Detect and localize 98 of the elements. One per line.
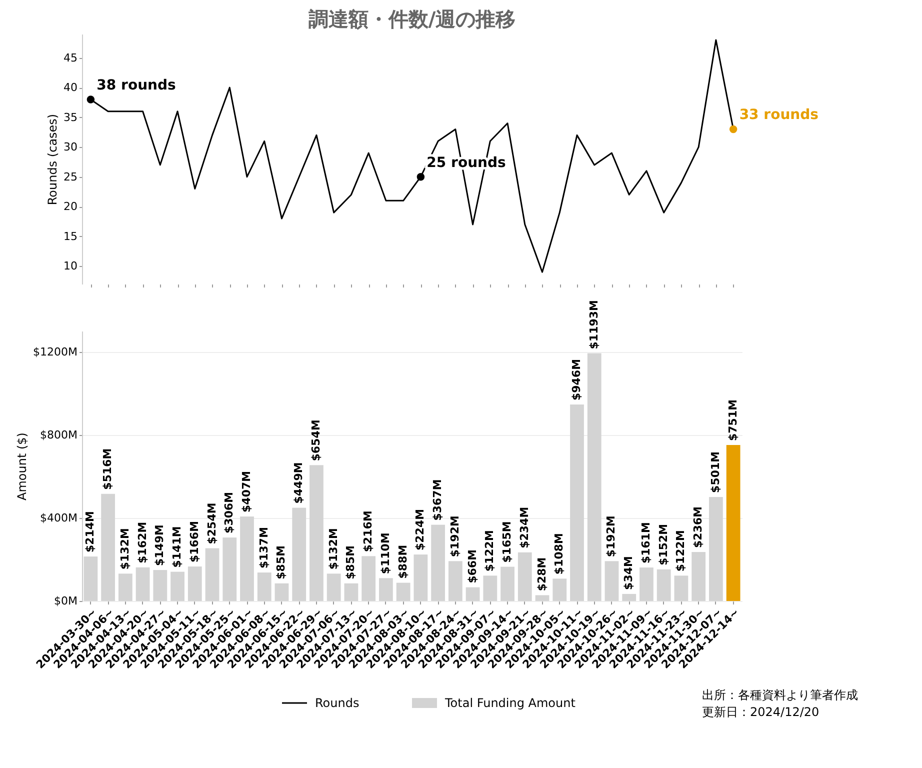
bar: [344, 583, 358, 601]
bar: [101, 494, 115, 601]
bar: [396, 582, 410, 601]
bar: [379, 578, 393, 601]
bar: [518, 552, 532, 601]
bar: [570, 404, 584, 601]
data-label: $224M: [414, 508, 427, 550]
bar: [136, 567, 150, 601]
bar: [656, 569, 671, 601]
bar: [500, 566, 514, 601]
data-label: $192M: [604, 516, 618, 558]
y-tick-label: 30: [64, 140, 78, 154]
bar: [153, 570, 168, 601]
bar: [483, 576, 498, 601]
data-label: $166M: [188, 520, 201, 563]
data-label: $946M: [570, 358, 583, 401]
bar: [535, 595, 550, 601]
bar: [726, 445, 740, 601]
data-label: $34M: [622, 556, 636, 590]
data-label: $501M: [708, 451, 722, 493]
data-label: $85M: [344, 545, 358, 580]
bar: [604, 561, 619, 601]
data-label: $214M: [84, 510, 97, 553]
bar: [170, 572, 184, 601]
bar: [188, 566, 202, 601]
bar: [587, 353, 602, 601]
data-label: $152M: [656, 524, 670, 566]
bar: [326, 574, 341, 601]
y-tick-label: 20: [64, 200, 78, 214]
bar: [414, 554, 428, 601]
y-axis-title: Rounds (cases): [46, 114, 60, 206]
chart-title: 調達額・件数/週の推移: [308, 7, 516, 31]
bar: [466, 587, 480, 601]
y-tick-label: $1200M: [33, 345, 78, 358]
data-label: $161M: [639, 522, 652, 564]
bar: [692, 552, 706, 601]
annotation: 38 rounds: [96, 77, 176, 94]
point: [416, 172, 425, 181]
bar: [674, 576, 688, 601]
y-tick-label: 15: [64, 230, 78, 243]
data-label: $1193M: [587, 300, 600, 350]
data-label: $449M: [292, 462, 306, 504]
data-label: $367M: [431, 479, 444, 521]
bar: [640, 568, 654, 601]
data-label: $234M: [518, 506, 531, 548]
y-tick-label: 25: [64, 170, 78, 184]
y-tick-label: $0M: [54, 594, 78, 608]
bar: [431, 524, 445, 601]
bar: [222, 537, 237, 601]
data-label: $141M: [170, 526, 184, 568]
legend-label: Rounds: [315, 696, 360, 710]
data-label: $85M: [274, 545, 288, 580]
bar: [622, 594, 636, 601]
text: 出所：各種資料より筆者作成: [702, 688, 858, 702]
data-label: $165M: [500, 521, 514, 563]
data-label: $108M: [552, 533, 566, 575]
legend-label: Total Funding Amount: [444, 696, 576, 710]
point: [86, 96, 95, 104]
data-label: $110M: [378, 532, 392, 574]
data-label: $162M: [136, 522, 149, 564]
data-label: $132M: [326, 528, 340, 570]
bar: [709, 496, 723, 601]
bar: [448, 561, 462, 601]
y-axis-title: Amount ($): [15, 432, 30, 500]
bar: [362, 556, 376, 601]
data-label: $254M: [205, 502, 218, 544]
data-label: $88M: [396, 544, 410, 579]
y-tick-label: 10: [64, 260, 78, 273]
data-label: $28M: [535, 557, 548, 592]
data-label: $122M: [483, 530, 496, 572]
y-tick-label: 40: [64, 81, 78, 94]
text: 更新日：2024/12/20: [702, 705, 820, 719]
data-label: $192M: [448, 516, 462, 558]
data-label: $66M: [466, 549, 479, 584]
data-label: $407M: [240, 470, 253, 512]
bar: [118, 574, 132, 601]
data-label: $122M: [674, 530, 688, 572]
y-tick-label: 35: [64, 110, 78, 124]
data-label: $516M: [101, 448, 114, 490]
bar: [292, 508, 306, 601]
bar: [257, 572, 272, 601]
annotation: 33 rounds: [739, 107, 818, 124]
bar: [205, 548, 220, 601]
bar: [310, 465, 324, 601]
data-label: $149M: [153, 524, 166, 566]
data-label: $216M: [362, 510, 375, 552]
bar: [274, 583, 289, 601]
y-tick-label: 45: [64, 51, 78, 64]
data-label: $751M: [726, 399, 740, 442]
data-label: $132M: [118, 528, 132, 570]
y-tick-label: $400M: [40, 511, 78, 524]
bar: [240, 516, 254, 601]
data-label: $236M: [692, 506, 705, 548]
data-label: $137M: [257, 526, 270, 569]
data-label: $306M: [222, 492, 236, 534]
bar: [552, 578, 567, 601]
y-tick-label: $800M: [40, 428, 78, 442]
data-label: $654M: [309, 420, 322, 462]
